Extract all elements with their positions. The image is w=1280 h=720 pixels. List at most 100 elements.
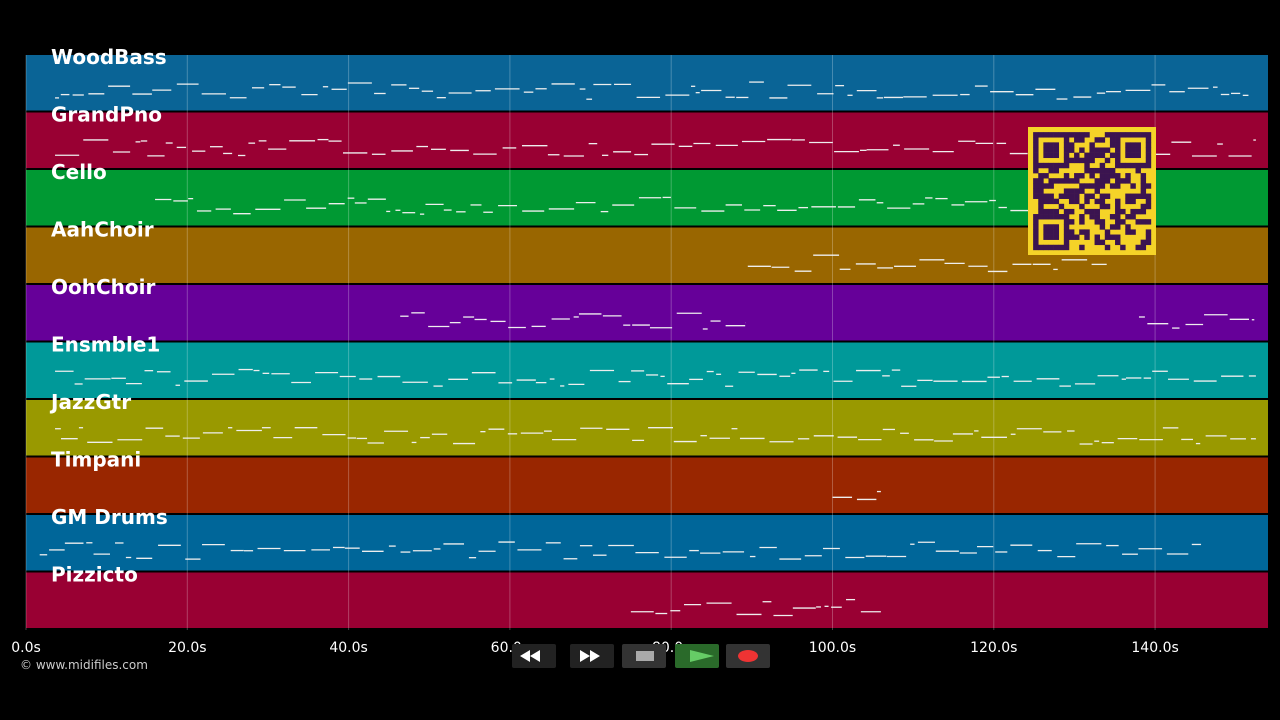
qr-cell — [1140, 244, 1147, 251]
qr-cell — [1079, 203, 1085, 210]
qr-cell — [1135, 208, 1141, 215]
qr-cell — [1109, 214, 1116, 220]
qr-cell — [1094, 178, 1100, 184]
qr-cell — [1125, 142, 1131, 148]
qr-cell — [1038, 178, 1044, 184]
qr-cell — [1048, 132, 1054, 138]
qr-cell — [1068, 178, 1075, 184]
qr-cell — [1120, 219, 1126, 225]
qr-cell — [1145, 198, 1152, 205]
qr-cell — [1099, 147, 1106, 153]
track-name: OohChoir — [51, 275, 155, 299]
qr-cell — [1063, 234, 1070, 240]
qr-cell — [1033, 234, 1039, 240]
qr-cell — [1079, 183, 1085, 189]
note-group — [55, 81, 1249, 100]
qr-cell — [1079, 173, 1085, 179]
qr-cell — [1120, 244, 1126, 251]
track-name: Cello — [51, 160, 107, 184]
qr-cell — [1120, 162, 1126, 169]
qr-cell — [1074, 157, 1080, 164]
qr-cell — [1094, 183, 1100, 189]
qr-cell — [1063, 173, 1070, 179]
qr-cell — [1048, 142, 1054, 148]
qr-cell — [1068, 142, 1075, 148]
qr-cell — [1033, 244, 1039, 251]
qr-cell — [1135, 142, 1141, 148]
qr-cell — [1130, 152, 1136, 159]
qr-cell — [1053, 198, 1060, 205]
qr-cell — [1043, 208, 1049, 215]
qr-cell — [1048, 183, 1054, 189]
note-group — [55, 368, 1256, 387]
qr-cell — [1068, 198, 1075, 205]
qr-cell — [1038, 162, 1044, 169]
qr-cell — [1068, 132, 1075, 138]
qr-cell — [1094, 188, 1100, 194]
qr-cell — [1125, 193, 1131, 199]
qr-cell — [1053, 152, 1060, 159]
qr-cell — [1140, 173, 1147, 179]
qr-cell — [1145, 239, 1152, 246]
qr-cell — [1125, 224, 1131, 230]
qr-cell — [1135, 193, 1141, 199]
qr-cell — [1074, 178, 1080, 184]
qr-cell — [1063, 244, 1070, 251]
qr-cell — [1120, 132, 1126, 138]
note-group — [1138, 314, 1255, 329]
qr-cell — [1145, 137, 1152, 143]
track-name: Ensmble1 — [51, 333, 160, 357]
x-tick-label: 100.0s — [809, 640, 856, 656]
x-tick-label: 40.0s — [329, 640, 367, 656]
qr-cell — [1094, 239, 1100, 246]
qr-cell — [1145, 147, 1152, 153]
qr-cell — [1109, 142, 1116, 148]
qr-cell — [1099, 198, 1106, 205]
qr-cell — [1043, 224, 1049, 230]
qr-cell — [1079, 147, 1085, 153]
note-group — [630, 598, 881, 617]
qr-cell — [1104, 234, 1111, 240]
qr-cell — [1038, 173, 1044, 179]
qr-cell — [1135, 219, 1141, 225]
track-lane — [26, 285, 1268, 341]
qr-cell — [1125, 198, 1131, 205]
track-lane — [26, 515, 1268, 571]
qr-cell — [1115, 183, 1121, 189]
qr-cell — [1063, 193, 1070, 199]
qr-cell — [1104, 244, 1111, 251]
qr-cell — [1089, 193, 1095, 199]
qr-cell — [1125, 173, 1131, 179]
qr-cell — [1048, 244, 1054, 251]
note-group — [400, 312, 746, 330]
qr-cell — [1089, 167, 1095, 174]
qr-cell — [1033, 152, 1039, 159]
qr-cell — [1115, 234, 1121, 240]
qr-cell — [1089, 157, 1095, 164]
qr-cell — [1130, 162, 1136, 169]
qr-cell — [1084, 234, 1090, 240]
qr-cell — [1063, 239, 1070, 246]
qr-cell — [1068, 229, 1075, 235]
note-group — [155, 196, 1031, 215]
qr-cell — [1058, 162, 1065, 169]
qr-cell — [1074, 198, 1080, 205]
qr-cell — [1089, 208, 1095, 215]
forward-icon — [580, 650, 600, 662]
qr-cell — [1089, 142, 1095, 148]
qr-cell — [1145, 219, 1152, 225]
qr-cell — [1033, 224, 1039, 230]
qr-cell — [1074, 188, 1080, 194]
qr-cell — [1145, 229, 1152, 235]
qr-cell — [1033, 193, 1039, 199]
qr-cell — [1043, 229, 1049, 235]
track-lane — [26, 457, 1268, 513]
qr-cell — [1043, 193, 1049, 199]
qr-cell — [1068, 147, 1075, 153]
record-icon — [738, 650, 758, 662]
qr-cell — [1053, 178, 1060, 184]
qr-cell — [1130, 142, 1136, 148]
qr-cell — [1145, 157, 1152, 164]
qr-cell — [1099, 173, 1106, 179]
qr-cell — [1145, 162, 1152, 169]
